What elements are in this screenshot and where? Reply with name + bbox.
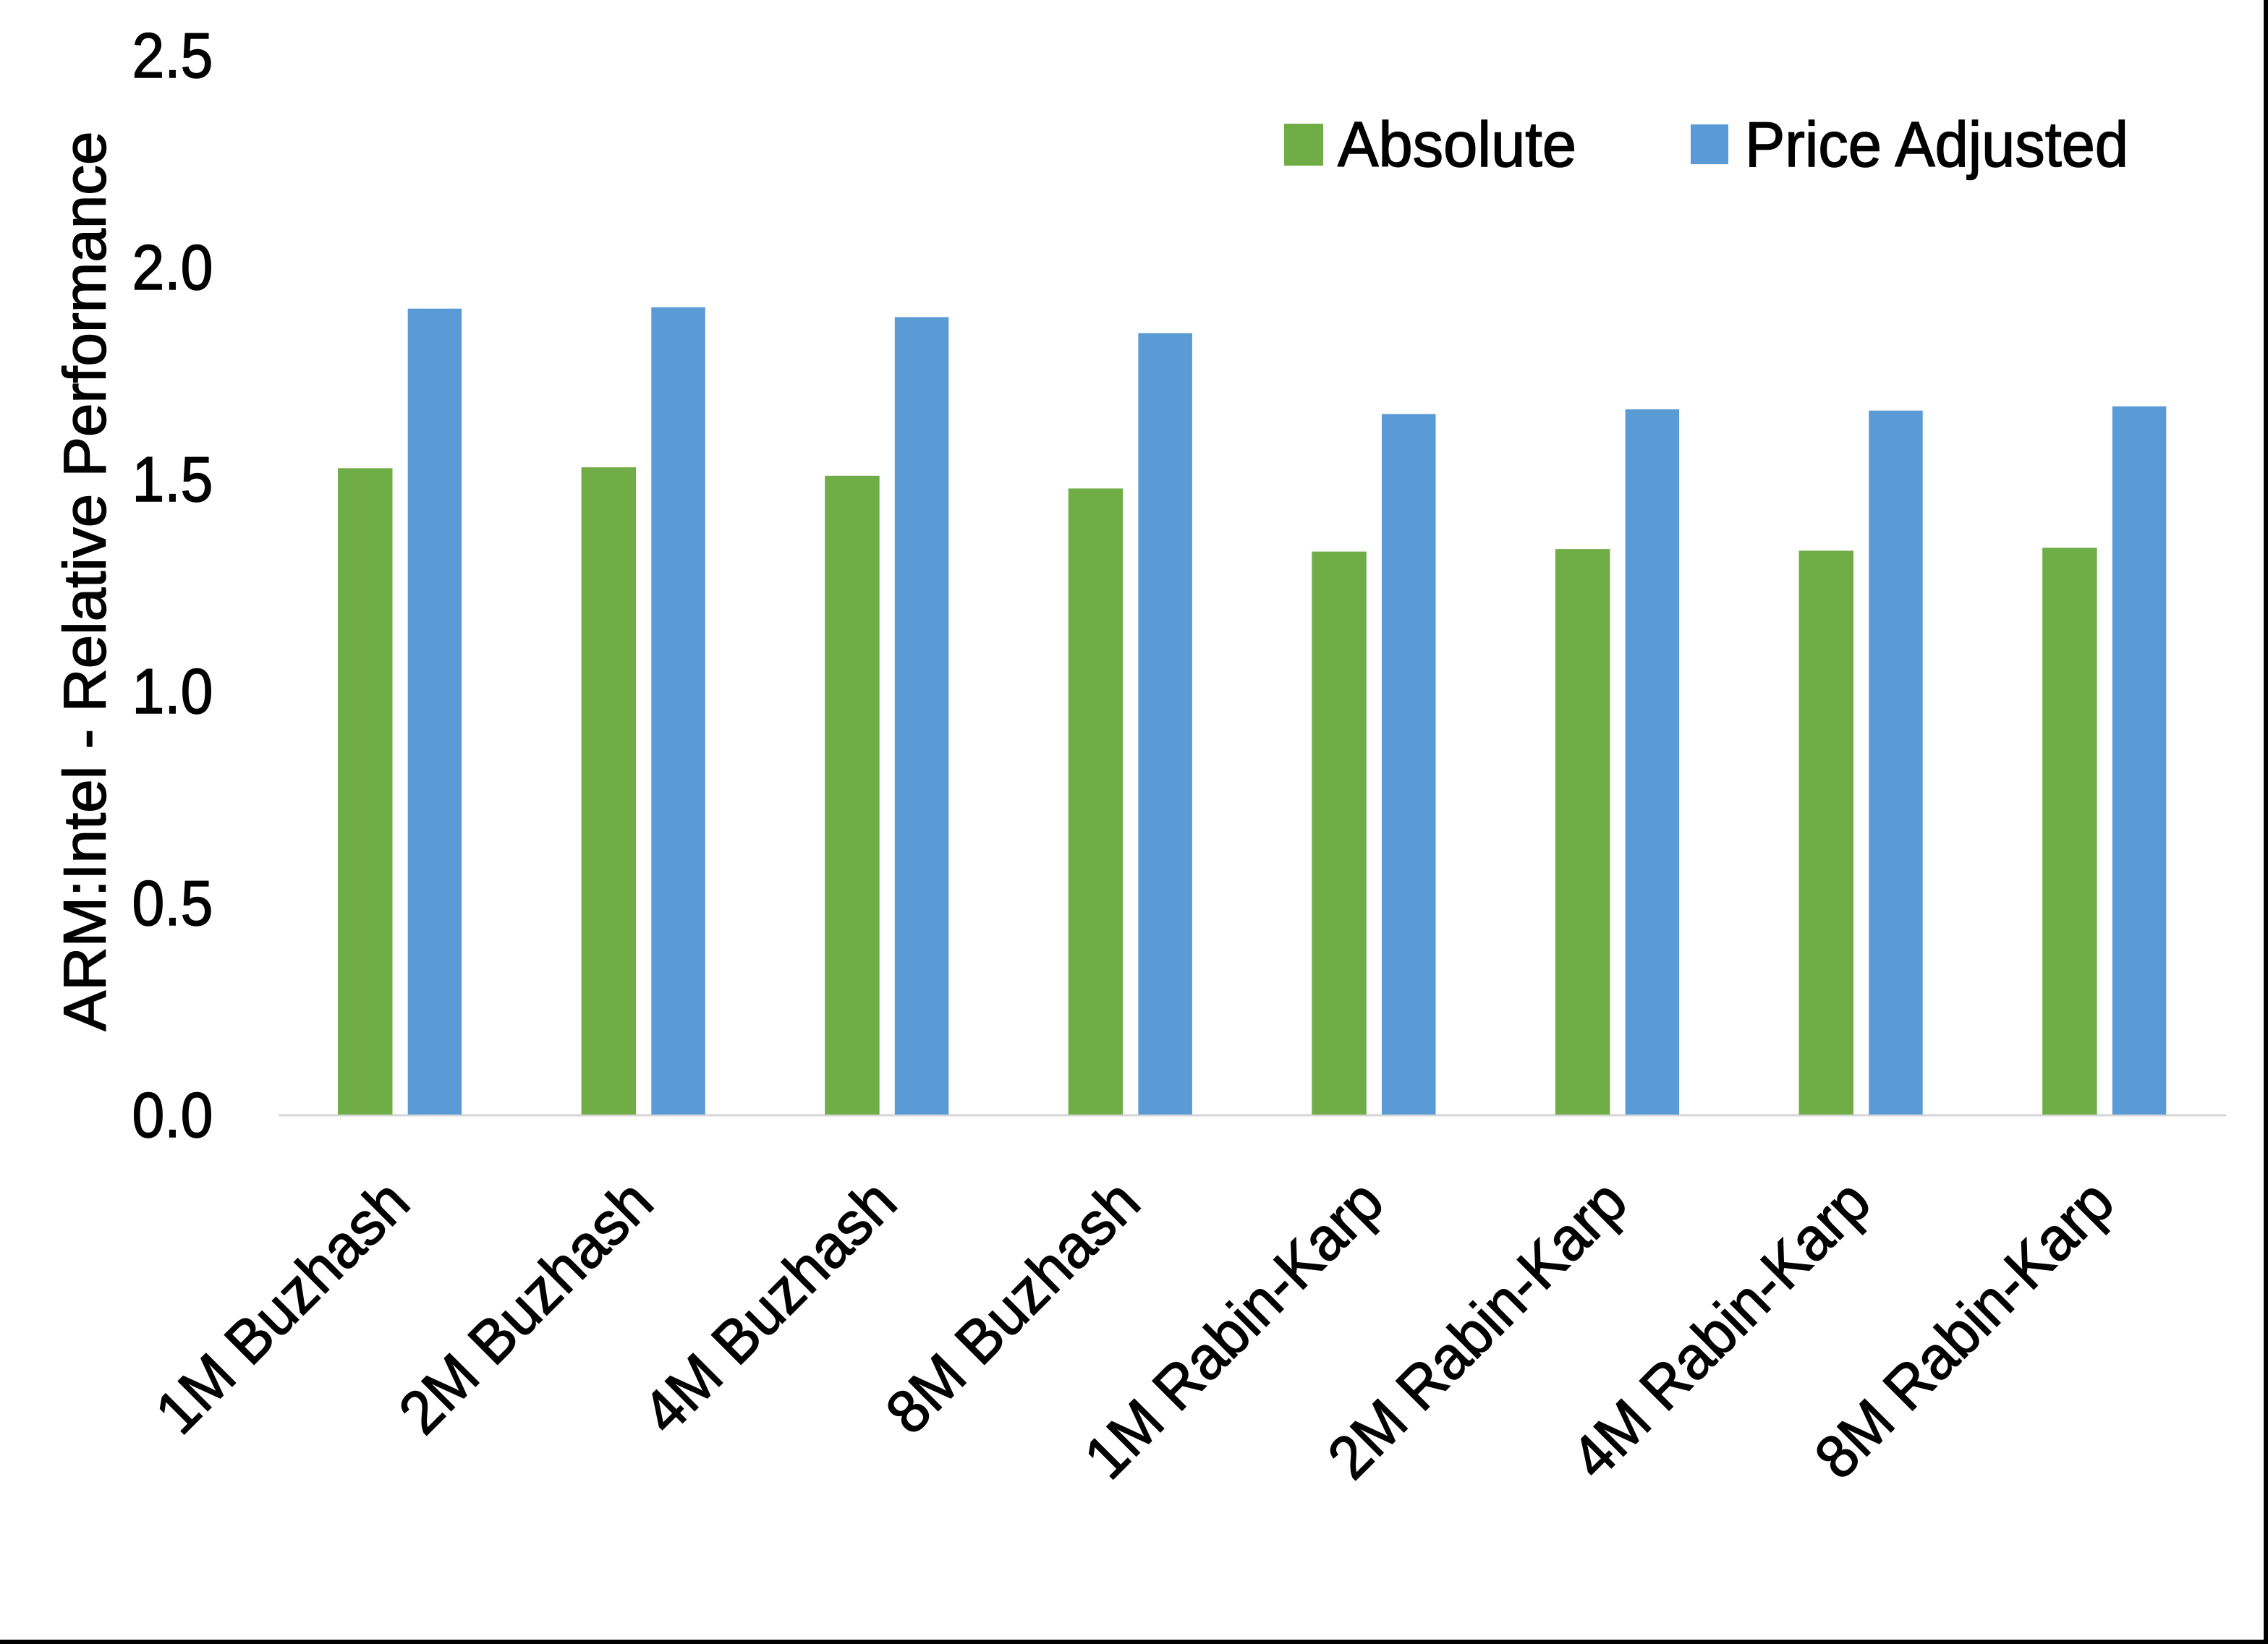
svg-text:2.5: 2.5 bbox=[132, 20, 213, 91]
svg-text:Absolute: Absolute bbox=[1338, 108, 1576, 180]
svg-text:0.0: 0.0 bbox=[132, 1079, 213, 1151]
svg-text:1.0: 1.0 bbox=[132, 655, 213, 727]
svg-text:2.0: 2.0 bbox=[132, 231, 213, 303]
svg-text:Price Adjusted: Price Adjusted bbox=[1745, 108, 2128, 180]
svg-text:0.5: 0.5 bbox=[132, 867, 213, 939]
svg-text:ARM:Intel - Relative Performan: ARM:Intel - Relative Performance bbox=[51, 132, 119, 1031]
svg-text:1.5: 1.5 bbox=[132, 443, 213, 515]
